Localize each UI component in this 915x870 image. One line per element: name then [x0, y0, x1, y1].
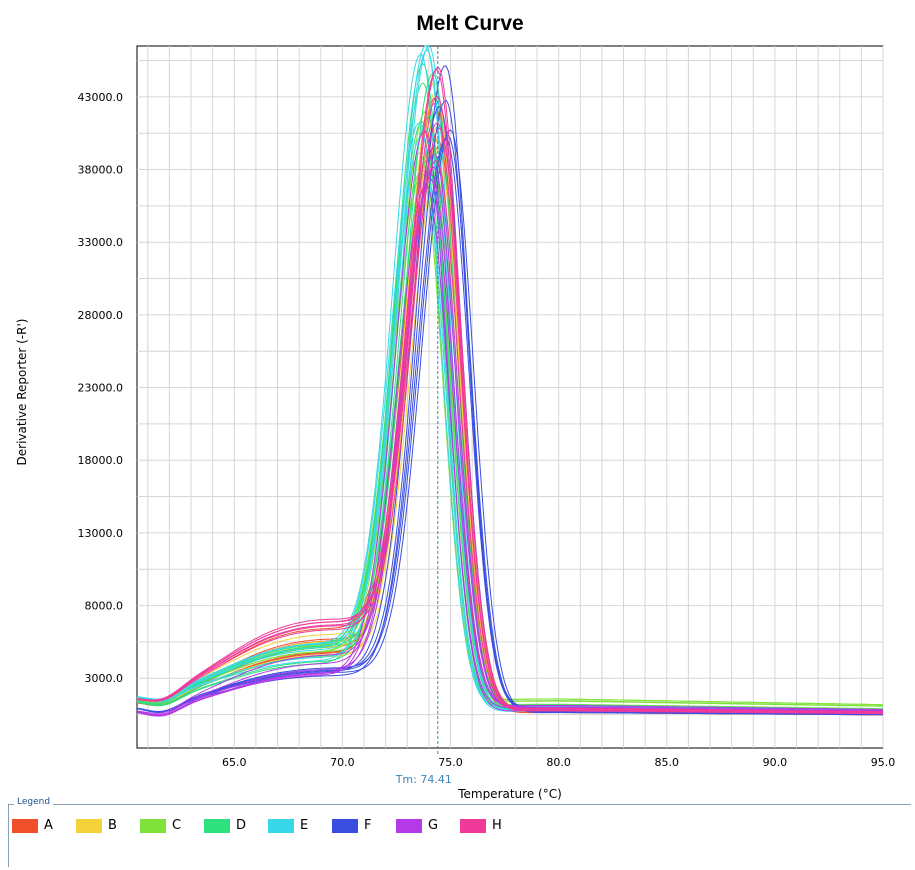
legend-label: B [108, 818, 117, 833]
legend-swatch [268, 818, 294, 833]
y-tick-label: 8000.0 [85, 600, 124, 613]
y-tick-label: 3000.0 [85, 672, 124, 685]
legend-swatch [12, 818, 38, 833]
x-axis-label: Temperature (°C) [457, 787, 562, 800]
legend-label: C [172, 818, 182, 833]
y-tick-label: 33000.0 [78, 236, 124, 249]
legend-swatch [460, 818, 486, 833]
legend-swatch [204, 818, 230, 833]
legend-entry: E [268, 818, 332, 833]
legend-label: A [44, 818, 53, 833]
x-tick-label: 85.0 [655, 756, 680, 769]
legend-entry: G [396, 818, 460, 833]
curves [136, 45, 884, 717]
legend-title: Legend [14, 797, 54, 807]
legend: A B C D E F G H [12, 818, 524, 833]
y-axis-label: Derivative Reporter (-R') [15, 319, 29, 466]
y-tick-label: 23000.0 [78, 382, 124, 395]
x-tick-label: 95.0 [871, 756, 896, 769]
y-tick-label: 13000.0 [78, 527, 124, 540]
legend-entry: C [140, 818, 204, 833]
x-tick-label: 90.0 [763, 756, 788, 769]
y-tick-label: 43000.0 [78, 91, 124, 104]
y-tick-label: 28000.0 [78, 309, 124, 322]
legend-label: H [492, 818, 502, 833]
tm-label: Tm: 74.41 [395, 773, 452, 786]
y-tick-label: 18000.0 [78, 454, 124, 467]
legend-frame [8, 804, 911, 867]
x-tick-label: 75.0 [438, 756, 463, 769]
series-line-H [136, 122, 883, 713]
x-tick-label: 65.0 [222, 756, 247, 769]
x-tick-label: 80.0 [546, 756, 571, 769]
x-tick-label: 70.0 [330, 756, 355, 769]
legend-entry: D [204, 818, 268, 833]
legend-swatch [332, 818, 358, 833]
legend-label: F [364, 818, 372, 833]
ticks: 65.0 70.0 75.0 80.0 85.0 90.0 95.0 3000.0 8000.0… [78, 91, 896, 769]
legend-swatch [396, 818, 422, 833]
y-tick-label: 38000.0 [78, 164, 124, 177]
legend-entry: B [76, 818, 140, 833]
legend-swatch [140, 818, 166, 833]
series-line-H [136, 160, 883, 714]
melt-curve-chart: Melt Curve 65.0 70.0 75.0 80.0 85.0 90.0 95.0 3… [15, 12, 896, 800]
legend-swatch [76, 818, 102, 833]
legend-entry: F [332, 818, 396, 833]
legend-label: E [300, 818, 309, 833]
series-line-F [136, 129, 884, 716]
legend-label: D [236, 818, 247, 833]
legend-entry: A [12, 818, 76, 833]
legend-entry: H [460, 818, 524, 833]
legend-label: G [428, 818, 439, 833]
plot-area [136, 45, 884, 749]
chart-title: Melt Curve [416, 12, 523, 35]
